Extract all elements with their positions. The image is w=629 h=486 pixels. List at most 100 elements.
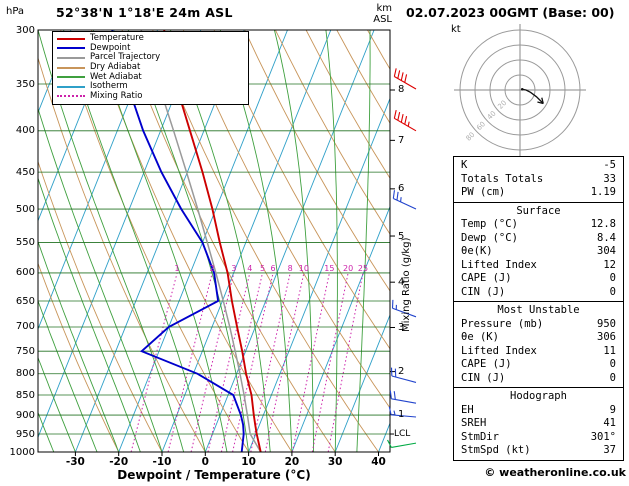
hodograph-ring-label: 40 — [486, 109, 498, 121]
dry-adiabat-line — [274, 30, 390, 235]
x-axis-tick-label: 10 — [241, 456, 256, 468]
pressure-tick-label: 750 — [15, 345, 35, 357]
stat-row: Totals Totals 33 — [461, 173, 616, 187]
mixing-ratio-axis-label: Mixing Ratio (g/kg) — [401, 237, 412, 332]
legend-item: Mixing Ratio — [57, 91, 244, 102]
legend-item: Parcel Trajectory — [57, 53, 244, 63]
stat-row: CIN (J) 0 — [461, 372, 616, 386]
mixing-ratio-value-label: 6 — [271, 264, 276, 273]
stat-row: CAPE (J) 0 — [461, 272, 616, 286]
wind-barb — [387, 439, 417, 449]
copyright: © weatheronline.co.uk — [484, 466, 626, 479]
lcl-label: LCL — [394, 429, 411, 439]
stat-row: Dewp (°C) 8.4 — [461, 232, 616, 246]
x-axis-tick-label: 20 — [284, 456, 300, 468]
hodograph-ring — [504, 74, 536, 106]
hodograph-unit-label: kt — [451, 24, 461, 35]
isotherm-line — [291, 205, 390, 452]
plot-border — [37, 29, 391, 453]
panel-box-indices: K -5 Totals Totals 33 PW (cm) 1.19 — [453, 156, 624, 203]
x-axis-tick-label: -10 — [152, 456, 172, 468]
altitude-unit-km: km — [376, 3, 392, 14]
hodograph-trace-origin — [520, 87, 524, 91]
skewt-plot-area — [38, 30, 390, 452]
x-axis-tick-label: 0 — [201, 456, 209, 468]
stat-label: Totals Totals — [461, 172, 544, 185]
stat-label: SREH — [461, 417, 487, 429]
hodograph-ring — [489, 59, 551, 121]
stat-value: 0 — [609, 285, 616, 298]
pressure-tick-label: 900 — [15, 409, 35, 421]
wind-barb — [389, 390, 417, 404]
stat-row: Lifted Index 12 — [461, 259, 616, 273]
mixing-ratio-value-label: 4 — [247, 264, 252, 273]
legend-line-sample — [57, 76, 85, 79]
stat-row: θe(K) 304 — [461, 245, 616, 259]
x-axis-tick-label: -20 — [109, 456, 129, 468]
legend-line-sample — [57, 66, 85, 69]
panel-box-hodograph: Hodograph EH 9 SREH 41 StmDir 301° StmSpd (kt) 3… — [453, 387, 624, 461]
hodograph-trace — [522, 88, 544, 104]
wind-barb — [393, 110, 417, 132]
indices-panel: K -5 Totals Totals 33 PW (cm) 1.19 Surface Temp… — [453, 156, 624, 461]
altitude-axis-unit: km ASL — [356, 3, 392, 25]
mixing-ratio-line — [311, 272, 349, 452]
km-tick-label: 3 — [398, 321, 405, 333]
stat-label: CIN (J) — [461, 371, 506, 384]
stat-value: 0 — [609, 371, 616, 384]
km-tick-label: 5 — [398, 230, 405, 242]
wet-adiabat-line — [38, 299, 98, 452]
stat-label: CAPE (J) — [461, 358, 512, 370]
x-axis-tick-label: -30 — [65, 456, 85, 468]
hodograph-ring-label: 20 — [496, 99, 508, 111]
panel-section-title: Surface — [516, 204, 561, 217]
run-datetime: 02.07.2023 00GMT (Base: 00) — [406, 5, 615, 20]
station-location: 52°38'N 1°18'E 24m ASL — [56, 5, 233, 20]
pressure-tick-label: 650 — [15, 295, 35, 307]
panel-box-surface: Surface Temp (°C) 12.8 Dewp (°C) 8.4 θe(K) 304… — [453, 201, 624, 302]
km-tick-label: 8 — [398, 84, 405, 96]
stat-label: Temp (°C) — [461, 218, 518, 230]
mixing-ratio-line — [327, 272, 364, 452]
stat-label: Lifted Index — [461, 258, 537, 271]
legend-line-sample — [57, 37, 85, 40]
stat-row: Lifted Index 11 — [461, 345, 616, 359]
pressure-tick-label: 1000 — [9, 446, 35, 458]
wind-barb — [393, 68, 417, 90]
stat-value: 0 — [609, 358, 616, 370]
hodograph-trace-arrowhead — [541, 97, 544, 104]
wind-barb — [391, 299, 417, 318]
hodograph-ring — [459, 29, 581, 151]
isotherm-line — [161, 30, 332, 452]
stat-value: 304 — [597, 245, 616, 257]
isotherm-line — [248, 97, 390, 452]
legend-label: Isotherm — [90, 81, 128, 92]
mixing-ratio-line — [264, 272, 305, 452]
dry-adiabat-line — [244, 30, 390, 292]
pressure-tick-label: 500 — [15, 203, 35, 215]
wet-adiabat-line — [356, 30, 371, 452]
wet-adiabat-line — [38, 356, 76, 452]
stat-row: StmDir 301° — [461, 431, 616, 445]
stat-row: EH 9 — [461, 404, 616, 418]
stat-value: 37 — [603, 444, 616, 456]
pressure-tick-label: 450 — [15, 166, 35, 178]
stat-label: Dewp (°C) — [461, 231, 518, 244]
stat-value: 12 — [603, 258, 616, 271]
legend-label: Temperature — [90, 33, 144, 44]
legend-item: Dry Adiabat — [57, 63, 244, 73]
stat-row: Temp (°C) 12.8 — [461, 218, 616, 232]
km-tick-label: 7 — [398, 134, 405, 146]
legend-line-sample — [57, 85, 85, 88]
stat-value: 33 — [603, 172, 616, 185]
hodograph-ring-label: 80 — [465, 131, 477, 143]
legend-item: Temperature — [57, 34, 244, 44]
stat-label: EH — [461, 403, 474, 416]
x-axis-title: Dewpoint / Temperature (°C) — [117, 468, 311, 482]
mixing-ratio-value-label: 2 — [210, 264, 215, 273]
stat-label: StmDir — [461, 430, 499, 443]
stat-value: -5 — [603, 159, 616, 171]
temperature-curve — [163, 30, 262, 452]
